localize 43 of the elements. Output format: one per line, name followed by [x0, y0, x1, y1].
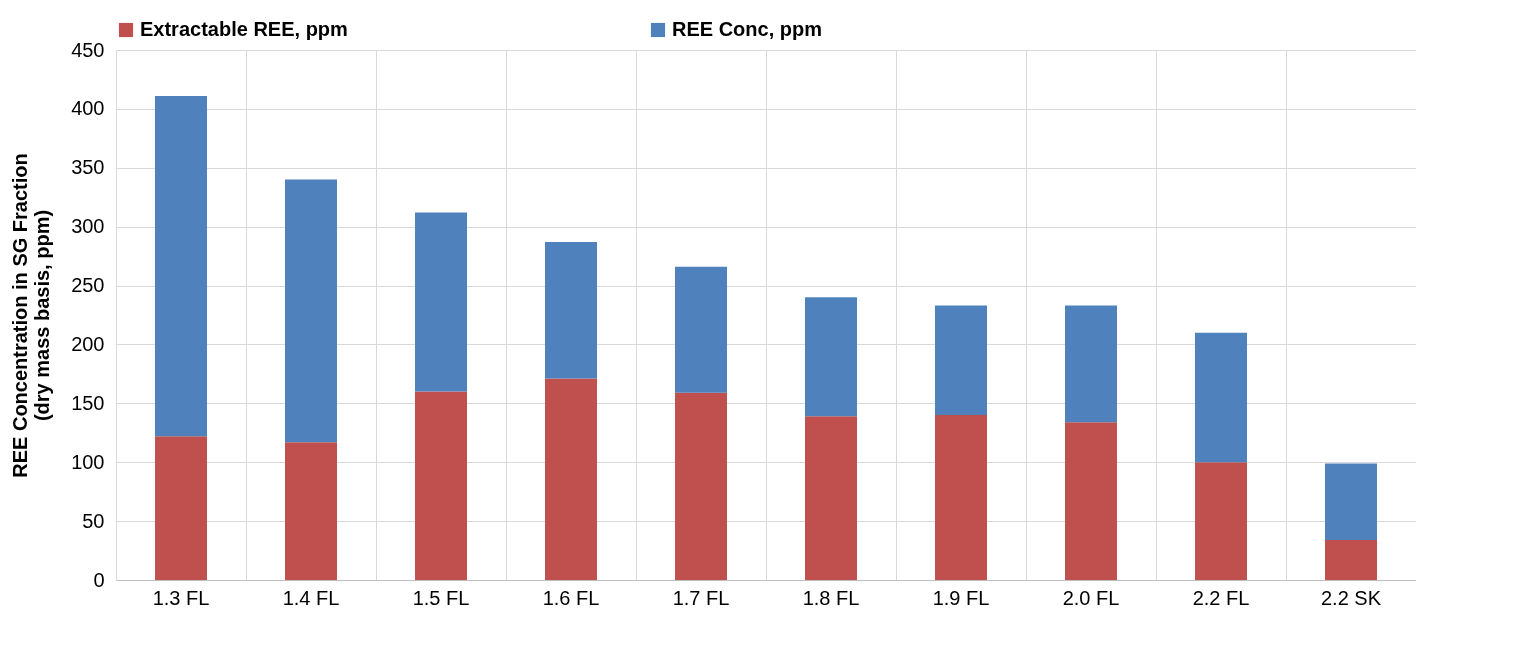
x-tick-label: 1.4 FL: [282, 586, 340, 609]
y-tick-label: 50: [82, 509, 105, 532]
legend-label: REE Conc, ppm: [672, 18, 823, 40]
y-tick-label: 0: [93, 568, 105, 591]
x-tick-label: 1.7 FL: [672, 586, 730, 609]
bar: [155, 95, 207, 437]
bar: [155, 436, 207, 580]
y-tick-label: 200: [71, 332, 105, 355]
y-tick-label: 100: [71, 450, 105, 473]
bar: [285, 442, 337, 580]
y-tick-label: 400: [71, 97, 105, 120]
bar: [935, 415, 987, 580]
y-tick-label: 300: [71, 215, 105, 238]
y-axis-title: REE Concentration in SG Fraction (dry mass basis, ppm): [9, 153, 54, 478]
x-tick-label: 1.6 FL: [542, 586, 600, 609]
bar: [415, 391, 467, 580]
x-tick-label: 2.2 FL: [1192, 586, 1250, 609]
bar: [675, 392, 727, 580]
bar: [285, 179, 337, 443]
y-tick-label: 150: [71, 391, 105, 414]
y-tick-label: 450: [71, 38, 105, 61]
y-tick-label: 350: [71, 156, 105, 179]
x-tick-label: 1.5 FL: [412, 586, 470, 609]
x-tick-label: 1.8 FL: [802, 586, 860, 609]
y-tick-label: 250: [71, 274, 105, 297]
bar: [1195, 332, 1247, 463]
bar: [805, 416, 857, 580]
bar: [805, 297, 857, 417]
bar: [675, 266, 727, 393]
bar: [545, 378, 597, 580]
bar: [1195, 462, 1247, 580]
bar: [1325, 539, 1377, 580]
x-tick-label: 2.0 FL: [1062, 586, 1120, 609]
legend-label: Extractable REE, ppm: [140, 18, 348, 40]
bar: [415, 212, 467, 392]
bar: [1065, 422, 1117, 580]
bar: [1065, 305, 1117, 423]
bar: [545, 241, 597, 379]
x-tick-label: 1.3 FL: [152, 586, 210, 609]
x-tick-label: 2.2 SK: [1320, 586, 1382, 609]
bar: [935, 305, 987, 416]
x-tick-label: 1.9 FL: [932, 586, 990, 609]
bar: [1325, 463, 1377, 540]
